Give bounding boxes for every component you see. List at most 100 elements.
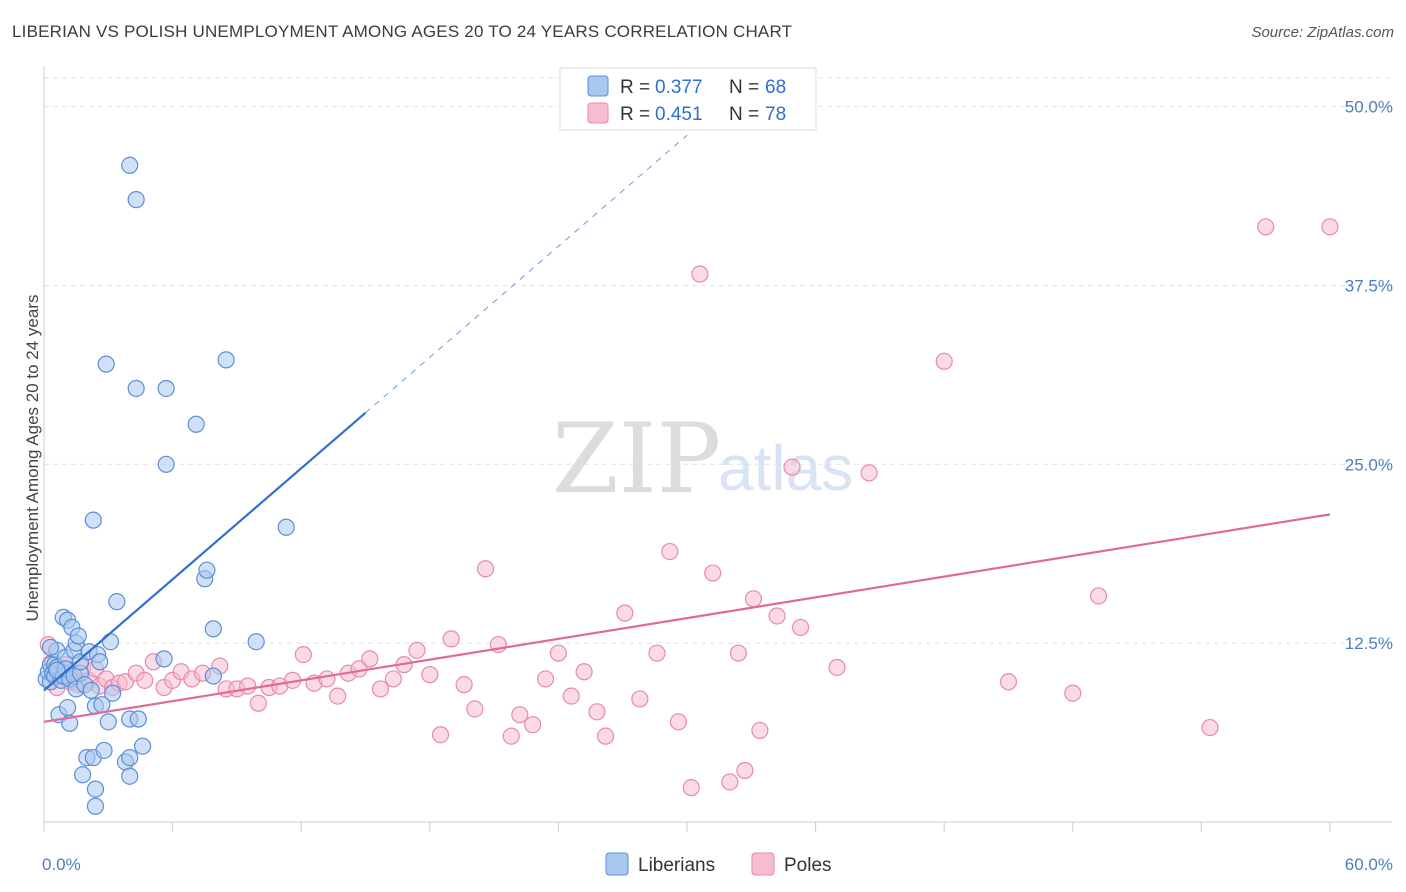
poles-point bbox=[661, 542, 679, 561]
liberians-point bbox=[121, 156, 139, 174]
poles-point bbox=[476, 560, 495, 578]
poles-point bbox=[691, 265, 709, 283]
poles-point bbox=[249, 694, 267, 712]
legend-r-value-poles: 0.451 bbox=[655, 104, 703, 125]
y-tick-label: 12.5% bbox=[1345, 634, 1393, 653]
axes bbox=[43, 66, 1392, 832]
poles-point bbox=[631, 690, 649, 708]
liberians-point bbox=[84, 511, 102, 529]
bottom-legend-swatch-poles bbox=[751, 852, 775, 876]
liberians-point bbox=[103, 684, 122, 702]
poles-point bbox=[616, 604, 634, 622]
watermark-zip: ZIP bbox=[552, 403, 721, 515]
poles-point bbox=[329, 687, 347, 705]
poles-point bbox=[768, 607, 786, 625]
poles-trend-line bbox=[43, 513, 1331, 723]
y-tick-label: 25.0% bbox=[1345, 455, 1393, 474]
poles-point bbox=[1321, 218, 1339, 236]
liberians-point bbox=[217, 351, 235, 369]
legend-n-value-poles: 78 bbox=[765, 104, 786, 125]
bottom-legend-poles: Poles bbox=[784, 855, 832, 876]
liberians-point bbox=[91, 653, 109, 671]
liberians-point bbox=[101, 633, 120, 651]
poles-point bbox=[1064, 684, 1082, 702]
liberians-point bbox=[95, 741, 113, 760]
liberians-point bbox=[277, 518, 295, 536]
legend-n-label-poles: N = bbox=[729, 104, 759, 125]
bottom-legend: Liberians Poles bbox=[605, 852, 832, 876]
y-tick-labels: 12.5% 25.0% 37.5% 50.0% bbox=[1345, 98, 1393, 654]
liberians-point bbox=[157, 379, 175, 398]
poles-point bbox=[502, 727, 520, 745]
liberians-point bbox=[73, 766, 92, 784]
poles-point bbox=[860, 464, 878, 482]
poles-point bbox=[455, 676, 473, 694]
liberians-point bbox=[198, 561, 216, 579]
x-tick-label: 60.0% bbox=[1345, 855, 1393, 874]
liberians-point bbox=[69, 627, 87, 645]
watermark: ZIP atlas bbox=[552, 403, 853, 515]
poles-point bbox=[729, 644, 748, 662]
legend-r-label-liberians: R = bbox=[620, 77, 650, 98]
liberians-point bbox=[127, 191, 145, 209]
poles-point bbox=[431, 726, 450, 744]
poles-point bbox=[791, 618, 810, 637]
legend-swatch-poles bbox=[587, 102, 609, 124]
liberians-point bbox=[247, 633, 265, 651]
legend-n-label-liberians: N = bbox=[729, 77, 759, 98]
poles-point bbox=[361, 650, 379, 668]
poles-point bbox=[828, 658, 846, 677]
poles-point bbox=[682, 779, 700, 797]
liberians-trend-extension bbox=[365, 134, 688, 414]
poles-point bbox=[466, 700, 484, 718]
chart-title: LIBERIAN VS POLISH UNEMPLOYMENT AMONG AG… bbox=[12, 22, 793, 41]
liberians-trend-line bbox=[43, 411, 367, 692]
poles-point bbox=[549, 644, 568, 662]
poles-point bbox=[384, 670, 402, 688]
bottom-legend-liberians: Liberians bbox=[638, 855, 715, 876]
poles-point bbox=[736, 761, 754, 780]
x-tick-label: 0.0% bbox=[42, 855, 81, 874]
poles-point bbox=[408, 641, 426, 659]
poles-point bbox=[511, 706, 529, 724]
y-axis-label: Unemployment Among Ages 20 to 24 years bbox=[23, 295, 42, 622]
liberians-point bbox=[48, 661, 66, 679]
poles-point bbox=[318, 670, 336, 688]
poles-point bbox=[524, 716, 542, 734]
liberians-point bbox=[133, 737, 152, 755]
liberians-point bbox=[86, 797, 105, 815]
legend-r-label-poles: R = bbox=[620, 104, 650, 125]
poles-point bbox=[1257, 218, 1275, 236]
liberians-point bbox=[187, 415, 205, 433]
poles-point bbox=[669, 713, 688, 731]
poles-point bbox=[136, 671, 154, 689]
x-tick-labels: 0.0% 60.0% bbox=[42, 855, 1393, 874]
poles-point bbox=[371, 680, 390, 698]
trend-lines bbox=[43, 134, 1331, 723]
liberians-point bbox=[155, 650, 173, 668]
legend-swatch-liberians bbox=[587, 75, 609, 97]
poles-point bbox=[935, 352, 953, 370]
poles-point bbox=[1089, 587, 1108, 605]
liberians-point bbox=[86, 780, 105, 798]
poles-point bbox=[744, 590, 763, 608]
source-label: Source: ZipAtlas.com bbox=[1251, 24, 1394, 41]
poles-point bbox=[575, 663, 593, 681]
liberians-point bbox=[108, 593, 126, 611]
poles-point bbox=[239, 677, 257, 695]
bottom-legend-swatch-liberians bbox=[605, 852, 629, 876]
liberians-point bbox=[99, 713, 117, 731]
liberians-point bbox=[129, 710, 147, 728]
poles-point bbox=[421, 666, 439, 684]
liberians-point bbox=[58, 698, 77, 717]
poles-point bbox=[648, 644, 666, 662]
liberians-point bbox=[121, 767, 139, 785]
poles-point bbox=[721, 773, 739, 791]
poles-point bbox=[751, 721, 769, 740]
poles-point bbox=[999, 673, 1018, 691]
y-tick-label: 37.5% bbox=[1345, 276, 1393, 295]
grid-lines bbox=[44, 77, 1392, 644]
y-tick-label: 50.0% bbox=[1345, 98, 1393, 117]
top-legend: R = 0.377 N = 68 R = 0.451 N = 78 bbox=[559, 67, 817, 131]
poles-point bbox=[596, 727, 615, 745]
